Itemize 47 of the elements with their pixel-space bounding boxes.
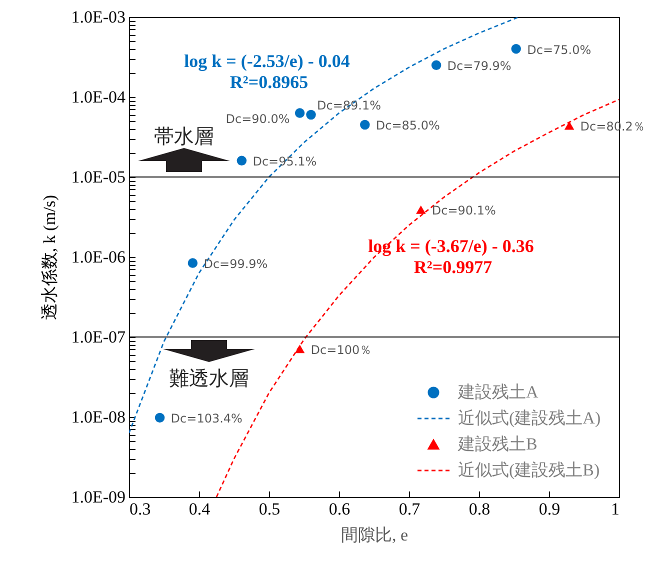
- point: [511, 44, 521, 54]
- point: [306, 110, 316, 120]
- x-tick-label: 0.9: [538, 500, 560, 518]
- x-tick-label: 1: [611, 500, 620, 518]
- annotation: Dc=90.0%: [226, 112, 290, 126]
- x-tick-label: 0.7: [398, 500, 421, 518]
- point: [188, 258, 198, 268]
- legend-label: 建設残土A: [457, 382, 539, 402]
- y-tick-label: 1.0E-06: [71, 248, 126, 266]
- x-tick-label: 0.8: [468, 500, 490, 518]
- annotation: Dc=100％: [310, 342, 372, 357]
- x-tick-label: 0.4: [188, 500, 211, 518]
- annotation: R²=0.9977: [414, 257, 492, 277]
- annotation: Dc=75.0%: [527, 42, 592, 57]
- y-tick-label: 1.0E-08: [71, 408, 126, 426]
- annotation: Dc=95.1%: [252, 154, 317, 169]
- x-tick-label: 0.5: [258, 500, 280, 518]
- legend-label: 近似式(建設残土A): [458, 408, 601, 428]
- y-tick-label: 1.0E-07: [71, 328, 126, 346]
- y-tick-label: 1.0E-04: [71, 88, 126, 106]
- ref-line-label: 難透水層: [169, 368, 249, 390]
- annotation: Dc=79.9%: [447, 59, 512, 74]
- legend-label: 建設残土B: [457, 434, 538, 454]
- annotation: R²=0.8965: [230, 72, 308, 92]
- point: [236, 156, 247, 166]
- ref-line-label: 帯水層: [154, 126, 214, 148]
- annotation: Dc=89.1%: [317, 98, 382, 113]
- y-tick-label: 1.0E-05: [71, 168, 126, 186]
- annotation: Dc=99.9%: [204, 257, 268, 272]
- y-tick-label: 1.0E-09: [71, 488, 126, 506]
- annotation: Dc=90.1%: [432, 204, 496, 218]
- x-axis-title: 間隙比, e: [340, 526, 408, 544]
- annotation: Dc=103.4%: [170, 412, 242, 426]
- x-tick-label: 0.3: [130, 500, 151, 518]
- y-axis-title: 透水係数, k (m/s): [40, 194, 60, 320]
- annotation: Dc=85.0%: [376, 118, 440, 133]
- x-tick-label: 0.6: [328, 500, 350, 518]
- annotation: log k = (-3.67/e) - 0.36: [368, 236, 534, 256]
- point: [294, 108, 305, 118]
- point: [154, 412, 165, 423]
- point: [360, 120, 370, 130]
- y-tick-label: 1.0E-03: [71, 8, 126, 26]
- point: [431, 60, 442, 70]
- legend-label: 近似式(建設残土B): [458, 460, 600, 480]
- annotation: log k = (-2.53/e) - 0.04: [184, 51, 350, 71]
- point: [564, 121, 574, 130]
- point: [416, 205, 426, 214]
